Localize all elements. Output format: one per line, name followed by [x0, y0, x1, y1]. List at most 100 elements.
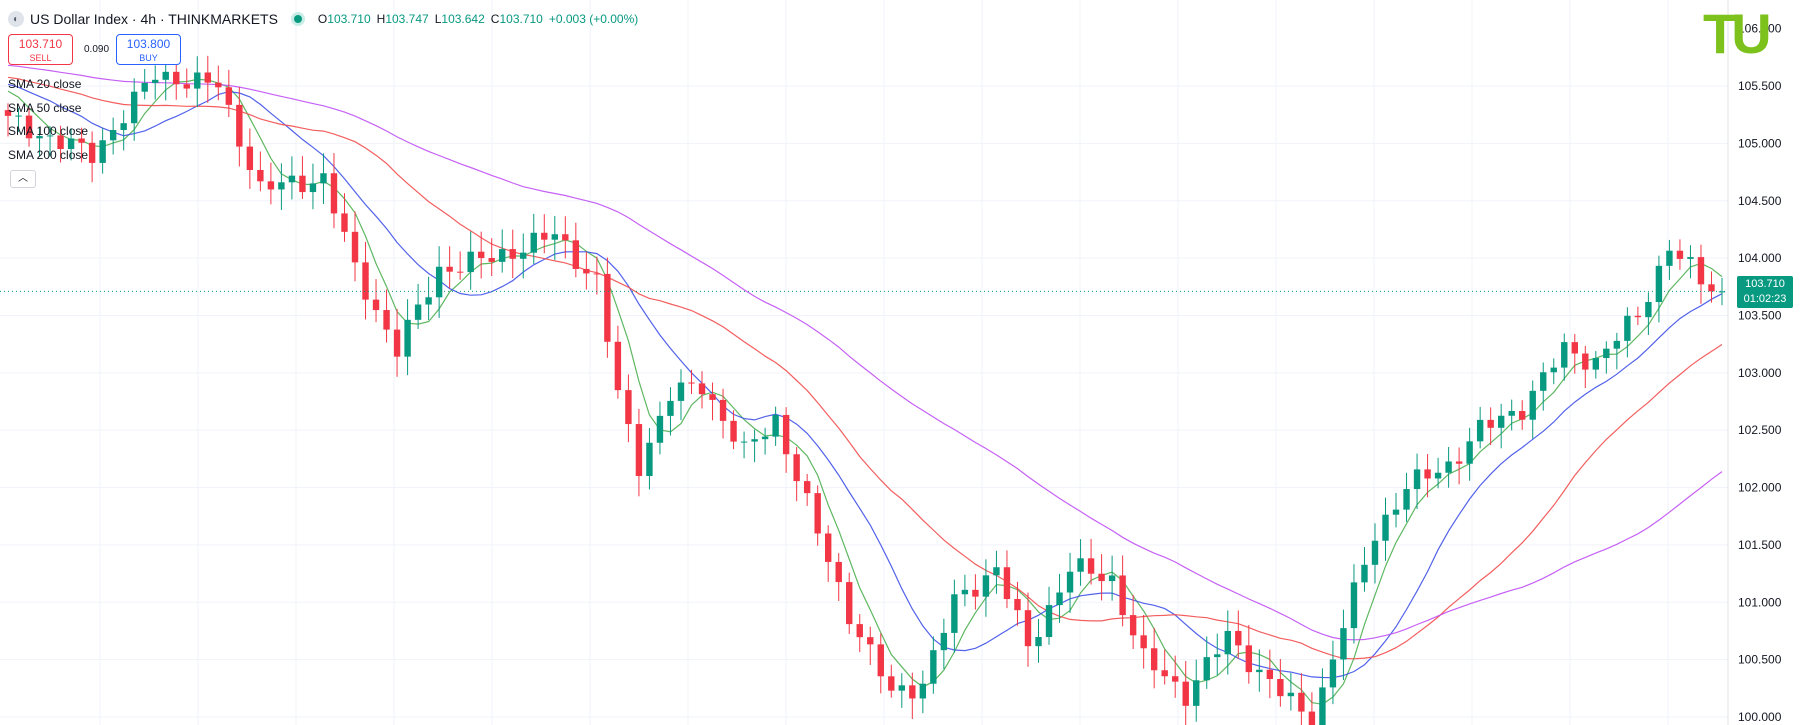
candle [1434, 457, 1442, 489]
candle [1066, 552, 1074, 613]
candle-body [698, 383, 706, 395]
candle [1487, 407, 1494, 446]
candle [919, 670, 927, 714]
candle [719, 388, 727, 439]
indicator-sma100[interactable]: SMA 100 close [8, 124, 89, 138]
buy-button[interactable]: 103.800 BUY [116, 34, 181, 65]
candle-body [656, 415, 664, 443]
price-tick-label: 100.500 [1738, 653, 1782, 667]
candle-body [1014, 599, 1021, 611]
candle [888, 664, 895, 698]
candle-body [341, 213, 348, 232]
price-tick-label: 102.000 [1738, 481, 1782, 495]
candle [782, 407, 790, 473]
candle [740, 431, 748, 459]
candle [1024, 592, 1032, 667]
candle-body [15, 115, 22, 117]
candle [1129, 594, 1137, 649]
candle [961, 574, 969, 607]
candle [1235, 610, 1242, 659]
candle-body [1445, 461, 1452, 473]
price-tick-label: 100.000 [1738, 710, 1782, 724]
candle [88, 131, 96, 183]
candle-body [730, 420, 737, 442]
candle-body [1035, 637, 1042, 647]
candle-body [477, 251, 485, 259]
candle-body [446, 266, 453, 272]
candle [1014, 581, 1021, 626]
candle [562, 216, 569, 259]
candle-body [1308, 711, 1316, 725]
price-tick-label: 105.000 [1738, 136, 1782, 150]
candle [383, 289, 390, 343]
candle [656, 401, 664, 455]
candle [1161, 649, 1168, 685]
candle-body [719, 399, 727, 421]
collapse-indicators-button[interactable]: ︿ [10, 170, 36, 188]
candle [1266, 649, 1274, 699]
candle-body [1529, 390, 1536, 420]
price-tick-label: 101.500 [1738, 538, 1782, 552]
candle-body [1676, 250, 1684, 259]
candle [1455, 447, 1463, 485]
flag-icon: ◐ [8, 11, 24, 27]
candle [709, 382, 716, 421]
sma-line-100 [7, 76, 1723, 660]
candle [898, 673, 906, 708]
candle-body [930, 650, 937, 684]
candle-body [404, 319, 411, 357]
candle-body [330, 173, 338, 214]
candle [835, 553, 842, 601]
candle-body [162, 71, 169, 80]
sell-button[interactable]: 103.710 SELL [8, 34, 73, 65]
candle [751, 429, 758, 463]
candle-body [751, 439, 758, 442]
candle-body [499, 249, 506, 262]
candle [793, 447, 800, 502]
candle-body [772, 414, 779, 437]
candle-body [4, 110, 12, 116]
candle-body [824, 533, 832, 562]
candle-body [488, 258, 495, 262]
candle [1193, 659, 1200, 722]
indicator-sma50[interactable]: SMA 50 close [8, 100, 82, 115]
candle-body [1182, 681, 1189, 706]
candle [951, 579, 958, 653]
candle-body [299, 175, 306, 193]
candle [993, 550, 1000, 594]
candle [1424, 453, 1431, 498]
candle [1382, 497, 1389, 561]
candle-body [1119, 575, 1126, 616]
candle-body [888, 676, 895, 691]
candle-body [1708, 284, 1715, 292]
candle-body [1256, 669, 1263, 673]
candle [267, 162, 275, 205]
candle-body [278, 182, 285, 190]
candle [1666, 239, 1673, 280]
candle-body [867, 637, 874, 645]
candle [1003, 550, 1011, 609]
candle-body [520, 252, 527, 259]
candle-body [1413, 469, 1421, 490]
candle-body [1550, 367, 1557, 373]
sell-price: 103.710 [18, 37, 63, 51]
candle [667, 387, 674, 436]
candle [1624, 307, 1631, 358]
candle [246, 128, 254, 189]
candle [130, 78, 138, 141]
symbol-title[interactable]: US Dollar Index · 4h · THINKMARKETS [30, 11, 278, 27]
indicator-sma20[interactable]: SMA 20 close [8, 77, 82, 91]
candle [57, 125, 64, 163]
candle-body [25, 115, 33, 139]
candle-body [583, 268, 590, 274]
candle-body [1655, 265, 1663, 303]
candle [194, 56, 201, 108]
indicator-sma200[interactable]: SMA 200 close [8, 147, 89, 162]
candle-body [1066, 571, 1074, 593]
candle [467, 231, 474, 290]
candle-body [152, 79, 159, 83]
candle-body [993, 567, 1000, 576]
candle [446, 246, 453, 289]
candle [1634, 306, 1642, 326]
